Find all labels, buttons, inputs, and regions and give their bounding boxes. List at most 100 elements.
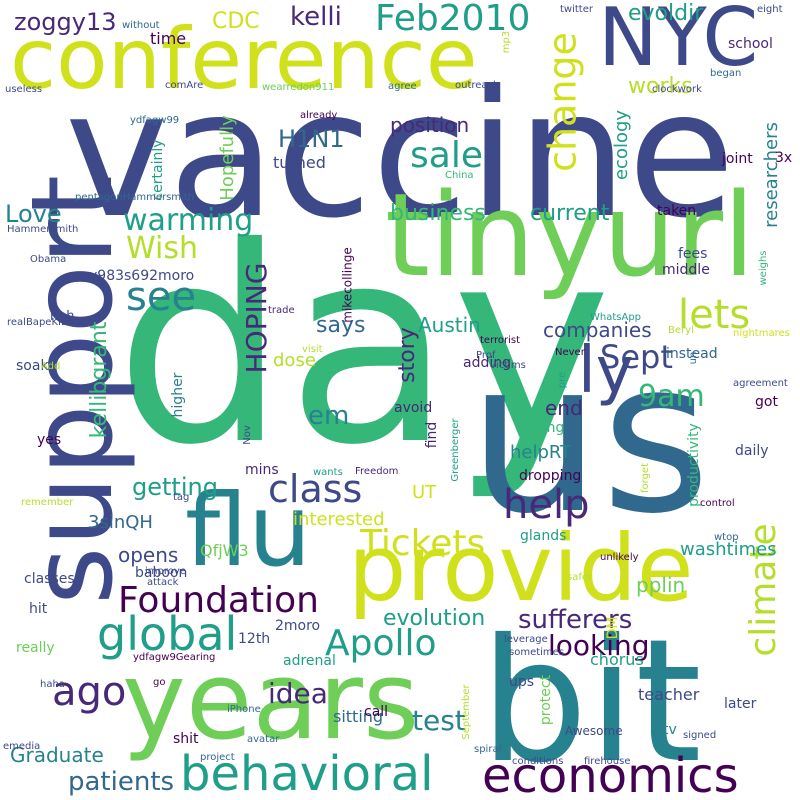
cloud-word: China [445,170,474,181]
cloud-word: tag [173,492,189,503]
cloud-word: Apollo [325,623,437,664]
cloud-word: looking [548,629,650,662]
cloud-word: ly [578,334,634,408]
cloud-word: teacher [638,685,700,704]
cloud-word: current [530,201,610,226]
cloud-word: find [424,422,440,449]
cloud-word: ups [509,674,534,690]
cloud-word: terrorist [480,335,520,346]
cloud-word: climate [743,523,784,656]
cloud-word: evoldir [628,1,704,26]
cloud-word: taken [657,203,696,219]
cloud-word: warming [123,203,253,238]
cloud-word: class [268,467,362,511]
cloud-word: behavioral [180,746,433,800]
cloud-word: economics [482,748,739,800]
cloud-word: Love [5,200,62,228]
cloud-word: outreach [455,80,499,91]
cloud-word: daily [735,443,769,459]
cloud-word: bit [480,603,702,800]
cloud-word: safer [567,572,593,583]
cloud-word: Add [41,361,60,372]
cloud-word: Nov [242,425,253,445]
cloud-word: adrenal [283,653,336,669]
cloud-word: useless [5,84,42,95]
cloud-word: nightmares [733,328,790,339]
cloud-word: yes [37,432,61,448]
cloud-word: later [724,696,757,712]
cloud-word: support [8,175,138,605]
cloud-word: y983s692moro [89,268,194,284]
cloud-word: realBapeKID [7,317,69,328]
cloud-word: end [545,396,583,420]
cloud-word: weighs [758,250,769,285]
cloud-word: shit [173,731,199,747]
cloud-word: project [200,752,235,763]
cloud-word: DM [605,617,621,640]
cloud-word: sitting [333,707,383,726]
cloud-word: provide [348,515,694,622]
cloud-word: helpRT [510,442,572,463]
cloud-word: wearredon911 [262,82,334,93]
cloud-word: leverage [504,634,548,645]
cloud-word: business [390,201,486,226]
cloud-word: glands [520,528,566,544]
cloud-word: mins [245,462,279,478]
cloud-word: vaccine [65,54,735,257]
cloud-word: change [541,32,585,172]
cloud-word: forget [640,463,651,493]
cloud-word: companies [543,318,652,342]
cloud-word: visit [302,344,323,355]
cloud-word: haha [40,679,65,690]
cloud-word: trade [268,305,295,316]
cloud-word: Graduate [10,743,104,767]
cloud-word: Wish [126,231,198,266]
cloud-word: comAre [165,80,203,91]
cloud-word: eating [520,420,564,436]
cloud-word: emedia [3,741,40,752]
cloud-word: QfjW3 [200,541,249,560]
cloud-word: see [126,274,196,320]
cloud-word: patients [68,767,174,797]
cloud-word: Tickets [359,523,485,564]
cloud-word: already [300,110,337,121]
cloud-word: really [16,640,55,656]
cloud-word: improve [145,566,186,577]
cloud-word: wants [313,467,343,478]
cloud-word: says [316,313,365,338]
cloud-word: kelli [290,2,342,32]
cloud-word: adding [463,355,511,371]
cloud-word: chorus [590,650,644,669]
cloud-word: tv [663,722,677,738]
cloud-word: wtop [714,532,739,543]
cloud-word: agree [388,81,417,92]
cloud-word: ecology [611,110,632,180]
cloud-word: firehouse [584,756,631,767]
cloud-word: fees [678,246,707,262]
cloud-word: us [468,315,711,560]
cloud-word: day [115,189,612,504]
cloud-word: pre [557,372,568,388]
cloud-word: avoid [394,400,432,416]
cloud-word: Austin [418,313,481,337]
cloud-word: getting [132,473,218,501]
cloud-word: victims [490,360,526,371]
cloud-word: sale [410,135,483,176]
cloud-word: higher [170,372,186,417]
cloud-word: zoggy13 [14,8,117,36]
cloud-word: Sept [600,338,673,376]
cloud-word: hit [29,601,48,617]
cloud-word: HOPING [240,263,273,374]
cloud-word: tinyurl [385,169,755,303]
cloud-word: began [710,68,741,79]
cloud-word: signed [683,730,716,741]
cloud-word: pentagonHammersmith [75,192,194,203]
cloud-word: Hammersmith [7,224,78,235]
cloud-word: 3x [775,150,792,166]
cloud-word: Beryl [668,325,694,336]
cloud-word: mikecollinge [341,247,355,322]
cloud-word: lets [678,292,750,338]
cloud-word: ydfagw99 [130,115,179,126]
cloud-word: idea [268,677,328,710]
cloud-word: Hopefully [217,115,238,201]
